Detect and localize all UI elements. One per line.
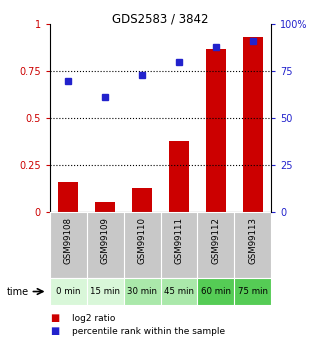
Text: 15 min: 15 min [90, 287, 120, 296]
Text: 60 min: 60 min [201, 287, 231, 296]
Text: 75 min: 75 min [238, 287, 268, 296]
Bar [169, 141, 189, 212]
Bar [87, 278, 124, 305]
Bar [132, 188, 152, 212]
Text: ■: ■ [50, 326, 59, 336]
Bar [160, 278, 197, 305]
Bar [50, 278, 87, 305]
Text: 30 min: 30 min [127, 287, 157, 296]
Text: log2 ratio: log2 ratio [72, 314, 116, 323]
Bar [197, 278, 234, 305]
Bar [58, 182, 78, 212]
Text: ■: ■ [50, 313, 59, 323]
Text: GSM99109: GSM99109 [100, 217, 110, 264]
Text: GSM99110: GSM99110 [137, 217, 147, 264]
Text: GSM99108: GSM99108 [64, 217, 73, 264]
Text: GSM99112: GSM99112 [211, 217, 221, 264]
Text: 45 min: 45 min [164, 287, 194, 296]
Text: percentile rank within the sample: percentile rank within the sample [72, 327, 225, 336]
Bar [243, 37, 263, 212]
Bar [206, 49, 226, 212]
Bar [95, 202, 115, 212]
Bar [124, 278, 160, 305]
Text: GSM99113: GSM99113 [248, 217, 257, 264]
Text: GSM99111: GSM99111 [174, 217, 184, 264]
Text: GDS2583 / 3842: GDS2583 / 3842 [112, 12, 209, 25]
Text: time: time [6, 287, 29, 296]
Text: 0 min: 0 min [56, 287, 81, 296]
Bar [234, 278, 271, 305]
